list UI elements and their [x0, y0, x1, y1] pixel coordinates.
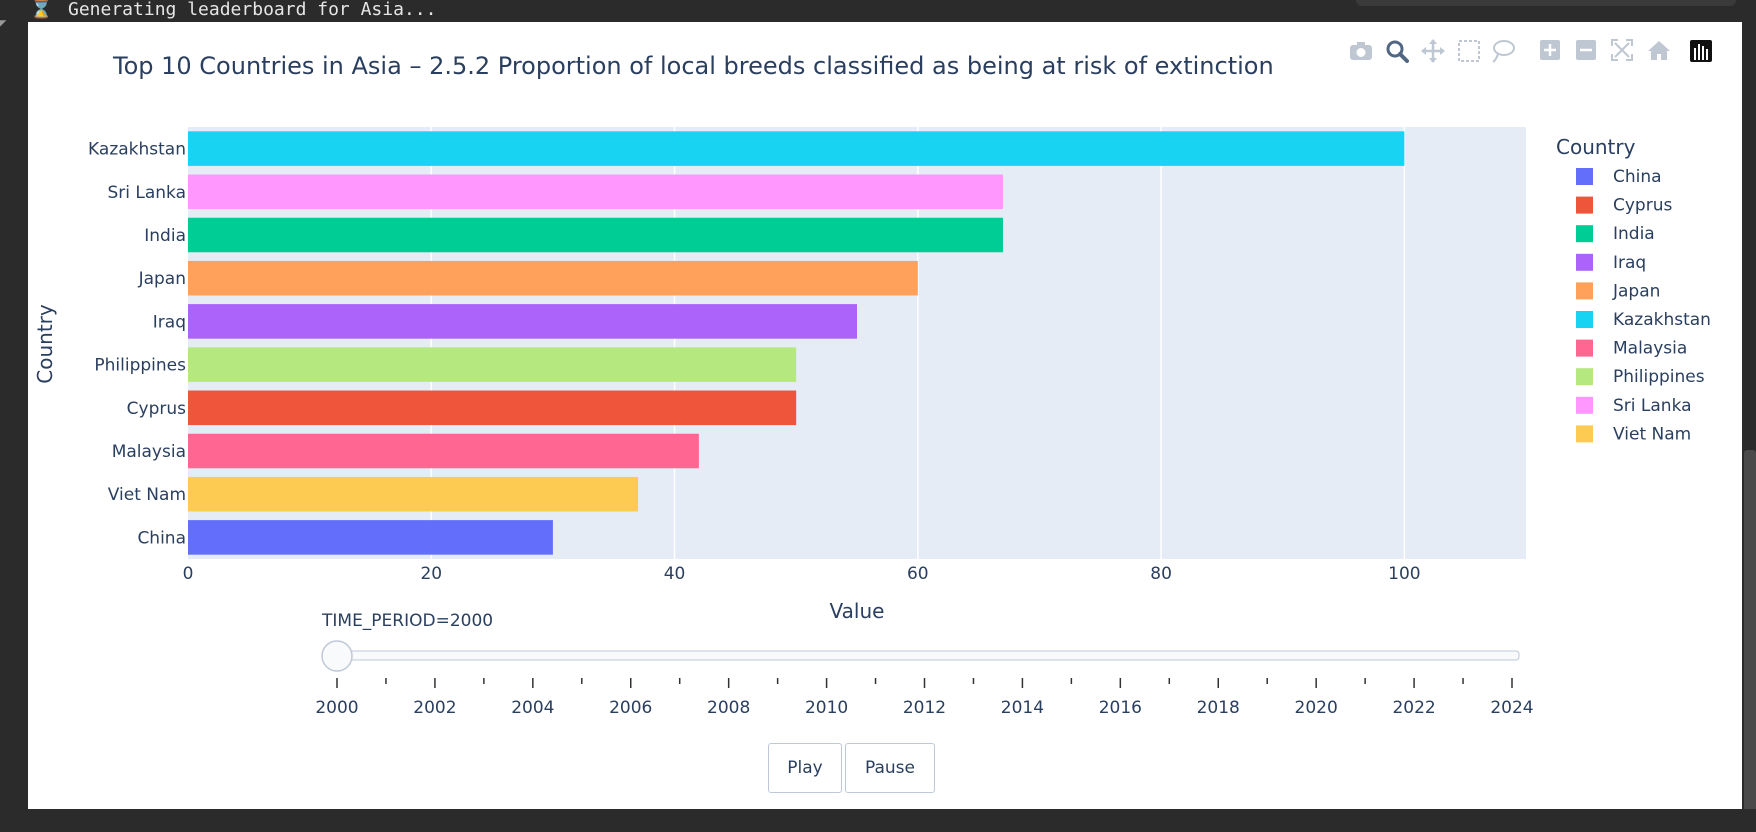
legend-swatch: [1576, 196, 1593, 214]
slider-tick-label: 2022: [1392, 698, 1435, 718]
y-tick-label: Malaysia: [112, 442, 186, 462]
box-select-icon[interactable]: [1458, 40, 1480, 62]
slider-track[interactable]: [336, 650, 1520, 661]
legend-item[interactable]: Kazakhstan: [1576, 310, 1711, 330]
slider-tick-label: 2020: [1295, 698, 1338, 718]
zoom-out-icon[interactable]: [1576, 40, 1596, 60]
slider-tick-label: 2012: [903, 698, 946, 718]
legend-item[interactable]: Japan: [1576, 281, 1660, 301]
legend-label: Viet Nam: [1613, 424, 1691, 444]
legend-swatch: [1576, 225, 1593, 243]
bar-malaysia[interactable]: [188, 433, 699, 469]
hourglass-icon: ⌛: [30, 0, 53, 20]
x-tick-label: 20: [420, 564, 442, 584]
legend-swatch: [1576, 396, 1593, 414]
legend-label: India: [1613, 224, 1655, 244]
bar-cyprus[interactable]: [188, 390, 797, 426]
legend-item[interactable]: Philippines: [1576, 367, 1705, 387]
x-tick-label: 100: [1388, 564, 1420, 584]
home-icon[interactable]: [1648, 41, 1670, 60]
legend-item[interactable]: Sri Lanka: [1576, 396, 1692, 416]
y-tick-label: Sri Lanka: [107, 183, 186, 203]
legend-label: Japan: [1612, 281, 1660, 301]
legend-item[interactable]: Viet Nam: [1576, 424, 1691, 444]
legend-label: Iraq: [1613, 253, 1646, 273]
y-tick-label: Japan: [138, 269, 186, 289]
x-tick-label: 0: [183, 564, 194, 584]
y-tick-label: Kazakhstan: [88, 140, 186, 160]
slider-tick-label: 2014: [1001, 698, 1044, 718]
slider-current-label: TIME_PERIOD=2000: [321, 611, 493, 631]
legend-label: Philippines: [1613, 367, 1705, 387]
legend-item[interactable]: India: [1576, 224, 1655, 244]
x-tick-label: 40: [664, 564, 686, 584]
y-tick-label: Viet Nam: [108, 485, 186, 505]
y-tick-label: China: [137, 528, 186, 548]
status-message: Generating leaderboard for Asia...: [68, 0, 437, 20]
bar-iraq[interactable]: [188, 304, 857, 339]
legend-swatch: [1576, 253, 1593, 271]
legend-swatch: [1576, 368, 1593, 386]
y-tick-label: India: [144, 226, 186, 246]
zoom-icon[interactable]: [1386, 40, 1409, 63]
y-axis-title: Country: [33, 304, 57, 384]
bar-sri-lanka[interactable]: [188, 174, 1003, 210]
bar-japan[interactable]: [188, 260, 918, 296]
slider-handle[interactable]: [321, 640, 353, 672]
legend-item[interactable]: Iraq: [1576, 253, 1646, 273]
bar-china[interactable]: [188, 520, 553, 555]
legend-swatch: [1576, 311, 1593, 328]
zoom-in-icon[interactable]: [1540, 40, 1560, 60]
legend-item[interactable]: Malaysia: [1576, 339, 1687, 359]
bar-kazakhstan[interactable]: [188, 131, 1405, 166]
y-tick-label: Iraq: [153, 312, 186, 332]
autoscale-icon[interactable]: [1611, 39, 1633, 61]
pause-button[interactable]: Pause: [845, 743, 935, 793]
scrollbar[interactable]: [1744, 450, 1756, 815]
play-button[interactable]: Play: [768, 743, 842, 793]
bottom-bar: [0, 809, 1756, 832]
slider-tick-label: 2002: [413, 698, 456, 718]
legend-title: Country: [1556, 135, 1636, 159]
slider-tick-label: 2010: [805, 698, 848, 718]
legend-label: Cyprus: [1613, 196, 1672, 216]
modebar: [1350, 39, 1712, 63]
x-tick-label: 60: [907, 564, 929, 584]
status-bar: ◤ ⌛ Generating leaderboard for Asia...: [0, 0, 1756, 32]
bar-viet-nam[interactable]: [188, 476, 639, 512]
lasso-icon[interactable]: [1492, 40, 1515, 63]
legend-swatch: [1576, 282, 1593, 300]
slider-tick-label: 2024: [1490, 698, 1533, 718]
y-tick-label: Philippines: [94, 356, 186, 376]
slider-tick-label: 2006: [609, 698, 652, 718]
legend-label: Sri Lanka: [1613, 396, 1692, 416]
caret-icon: ◤: [0, 16, 7, 32]
chart-title: Top 10 Countries in Asia – 2.5.2 Proport…: [112, 52, 1274, 80]
window-tab: [1356, 0, 1736, 6]
y-tick-label: Cyprus: [127, 399, 186, 419]
slider-tick-label: 2004: [511, 698, 554, 718]
x-axis-title: Value: [830, 599, 885, 623]
legend-label: China: [1613, 167, 1662, 187]
legend-swatch: [1576, 425, 1593, 443]
legend-swatch: [1576, 339, 1593, 357]
slider-tick-label: 2008: [707, 698, 750, 718]
slider-tick-label: 2016: [1099, 698, 1142, 718]
legend-label: Kazakhstan: [1613, 310, 1711, 330]
bar-philippines[interactable]: [188, 347, 797, 382]
x-tick-label: 80: [1150, 564, 1172, 584]
pan-icon[interactable]: [1421, 39, 1445, 63]
legend-swatch: [1576, 168, 1593, 185]
chart-panel: Top 10 Countries in Asia – 2.5.2 Proport…: [28, 22, 1742, 809]
slider-tick-label: 2018: [1197, 698, 1240, 718]
camera-icon[interactable]: [1350, 42, 1372, 60]
slider-tick-label: 2000: [315, 698, 358, 718]
bar-india[interactable]: [188, 217, 1003, 253]
plotly-logo-icon[interactable]: [1690, 40, 1712, 62]
legend-item[interactable]: Cyprus: [1576, 196, 1672, 216]
bar-chart: Top 10 Countries in Asia – 2.5.2 Proport…: [33, 39, 1712, 718]
legend-label: Malaysia: [1613, 339, 1687, 359]
legend-item[interactable]: China: [1576, 167, 1662, 187]
